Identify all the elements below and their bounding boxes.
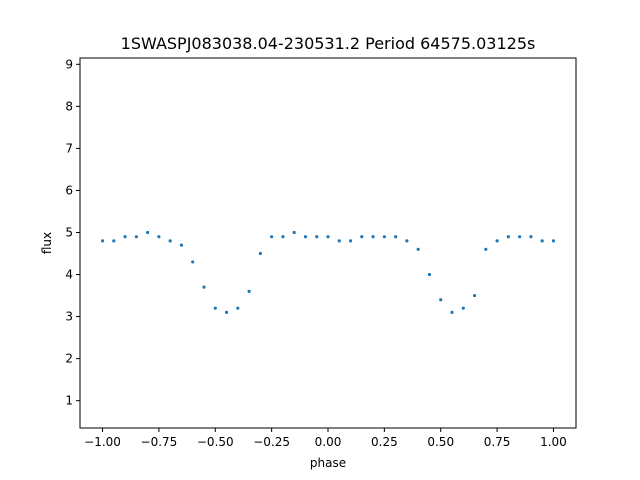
data-point <box>292 230 296 235</box>
data-point <box>213 306 217 310</box>
data-point <box>191 260 195 264</box>
data-point <box>303 235 308 239</box>
data-point <box>461 306 465 310</box>
x-tick-label: −0.75 <box>141 435 178 449</box>
data-point <box>258 251 262 256</box>
data-point <box>360 235 364 239</box>
data-point <box>224 310 229 314</box>
data-point <box>405 239 409 243</box>
data-point <box>427 272 432 277</box>
data-point <box>326 235 330 239</box>
x-axis: −1.00 −0.75 −0.50 −0.25 0.00 0.25 0.50 0.75 1.00 <box>84 428 567 449</box>
data-point <box>551 239 556 243</box>
y-tick-label: 8 <box>65 99 73 113</box>
data-point <box>484 247 488 251</box>
x-tick-label: −1.00 <box>84 435 121 449</box>
y-axis-label: flux <box>40 232 54 254</box>
x-axis-label: phase <box>310 456 346 470</box>
data-points <box>100 230 556 314</box>
data-point <box>518 235 522 239</box>
y-tick-label: 2 <box>65 352 73 366</box>
y-tick-label: 5 <box>65 225 73 239</box>
data-point <box>371 235 375 239</box>
data-point <box>382 235 386 239</box>
data-point <box>236 306 240 310</box>
data-point <box>100 239 105 243</box>
data-point <box>439 298 443 302</box>
y-tick-label: 9 <box>65 57 73 71</box>
y-axis: 1 2 3 4 5 6 7 8 9 <box>65 57 80 408</box>
x-tick-label: 0.75 <box>484 435 511 449</box>
data-point <box>134 235 138 239</box>
chart-title: 1SWASPJ083038.04-230531.2 Period 64575.0… <box>121 34 536 53</box>
data-point <box>529 235 533 239</box>
x-tick-label: 0.00 <box>315 435 342 449</box>
data-point <box>247 289 251 293</box>
x-tick-label: −0.50 <box>197 435 234 449</box>
data-point <box>495 239 499 243</box>
data-point <box>506 235 510 239</box>
y-tick-label: 1 <box>65 394 73 408</box>
x-tick-label: −0.25 <box>253 435 290 449</box>
data-point <box>472 293 477 298</box>
data-point <box>416 247 420 251</box>
data-point <box>337 239 341 243</box>
plot-frame <box>79 57 577 429</box>
data-point <box>146 230 150 235</box>
x-tick-label: 0.25 <box>371 435 398 449</box>
x-tick-label: 1.00 <box>540 435 567 449</box>
data-point <box>348 239 353 243</box>
y-tick-label: 7 <box>65 141 73 155</box>
y-tick-label: 3 <box>65 310 73 324</box>
data-point <box>540 239 544 243</box>
data-point <box>202 285 206 289</box>
data-point <box>123 235 127 239</box>
data-point <box>112 239 116 243</box>
y-tick-label: 6 <box>65 183 73 197</box>
y-tick-label: 4 <box>65 268 73 282</box>
data-point <box>394 235 398 239</box>
data-point <box>450 310 454 314</box>
data-point <box>281 235 285 239</box>
x-tick-label: 0.50 <box>427 435 454 449</box>
data-point <box>157 235 161 239</box>
data-point <box>168 239 172 243</box>
data-point <box>270 235 274 239</box>
data-point <box>179 243 184 247</box>
data-point <box>315 235 319 239</box>
